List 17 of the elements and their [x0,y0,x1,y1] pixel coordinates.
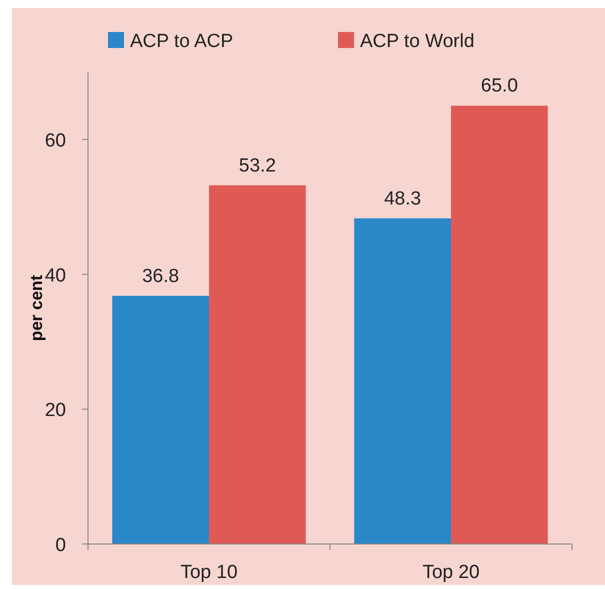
data-label: 48.3 [384,188,422,210]
data-label: 36.8 [142,266,180,287]
bar [451,106,548,544]
data-label: 53.2 [238,155,276,176]
y-tick-label: 60 [44,130,66,152]
y-tick-label: 40 [44,265,66,286]
bar [209,185,306,544]
y-tick-label: 20 [44,400,66,422]
y-tick-label: 0 [55,535,66,556]
x-tick-label: Top 10 [180,562,238,583]
bar [354,218,451,544]
y-axis-title: per cent [27,274,46,342]
x-tick-label: Top 20 [422,562,480,583]
data-label: 65.0 [480,76,518,97]
legend-label: ACP to World [360,31,474,52]
bar [112,296,209,544]
legend-label: ACP to ACP [130,31,234,52]
